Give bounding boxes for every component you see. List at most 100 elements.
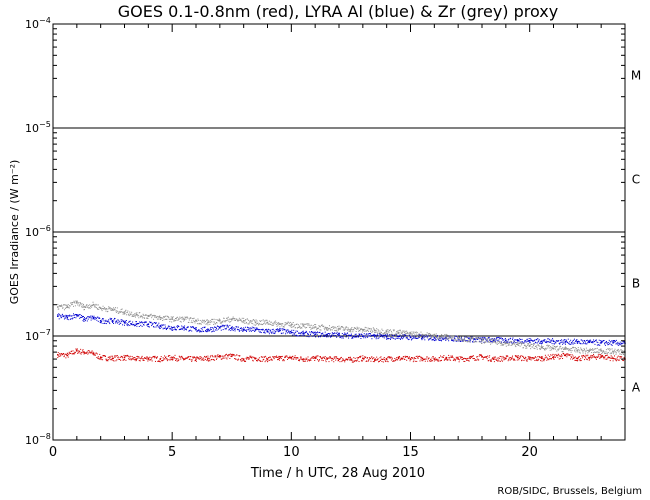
data-dot (196, 356, 198, 358)
data-dot (501, 341, 503, 343)
data-dot (546, 357, 548, 359)
data-dot (62, 307, 64, 309)
data-dot (376, 356, 378, 358)
data-dot (105, 319, 107, 321)
data-dot (102, 322, 104, 324)
data-dot (167, 327, 169, 329)
data-dot (80, 353, 82, 355)
data-dot (411, 338, 413, 340)
data-dot (86, 317, 88, 319)
data-dot (100, 308, 102, 310)
data-dot (265, 319, 267, 321)
data-dot (294, 355, 296, 357)
data-dot (489, 355, 491, 357)
data-dot (208, 358, 210, 360)
data-dot (71, 304, 73, 306)
data-dot (587, 354, 589, 356)
data-dot (605, 358, 607, 360)
data-dot (371, 356, 373, 358)
data-dot (535, 356, 537, 358)
data-dot (318, 325, 320, 327)
data-dot (394, 360, 396, 362)
data-dot (508, 338, 510, 340)
data-dot (144, 357, 146, 359)
data-dot (537, 344, 539, 346)
data-dot (606, 358, 608, 360)
data-dot (297, 330, 299, 332)
data-dot (133, 357, 135, 359)
data-dot (228, 354, 230, 356)
data-dot (82, 320, 84, 322)
data-dot (614, 340, 616, 342)
data-dot (205, 329, 207, 331)
data-dot (600, 354, 602, 356)
data-dot (528, 343, 530, 345)
data-dot (103, 307, 105, 309)
data-dot (307, 356, 309, 358)
data-dot (285, 356, 287, 358)
data-dot (214, 321, 216, 323)
data-dot (119, 358, 121, 360)
data-dot (493, 356, 495, 358)
data-dot (573, 339, 575, 341)
data-dot (222, 329, 224, 331)
data-dot (193, 357, 195, 359)
data-dot (207, 320, 209, 322)
data-dot (206, 330, 208, 332)
data-dot (311, 332, 313, 334)
data-dot (596, 341, 598, 343)
data-dot (456, 336, 458, 338)
data-dot (527, 344, 529, 346)
data-dot (303, 361, 305, 363)
data-dot (462, 341, 464, 343)
data-dot (457, 340, 459, 342)
data-dot (207, 355, 209, 357)
data-dot (430, 360, 432, 362)
data-dot (608, 348, 610, 350)
data-dot (303, 360, 305, 362)
data-dot (415, 357, 417, 359)
data-dot (330, 358, 332, 360)
data-dot (346, 329, 348, 331)
data-dot (82, 305, 84, 307)
data-point (195, 358, 197, 360)
data-dot (529, 344, 531, 346)
data-dot (438, 335, 440, 337)
data-dot (567, 353, 569, 355)
data-dot (472, 337, 474, 339)
data-dot (450, 337, 452, 339)
data-dot (619, 357, 621, 359)
data-dot (410, 335, 412, 337)
data-dot (157, 318, 159, 320)
data-dot (344, 328, 346, 330)
data-dot (339, 328, 341, 330)
data-dot (416, 338, 418, 340)
data-dot (369, 358, 371, 360)
data-dot (549, 356, 551, 358)
data-dot (595, 358, 597, 360)
data-point (135, 323, 138, 325)
data-dot (478, 355, 480, 357)
data-dot (253, 326, 255, 328)
data-dot (168, 317, 170, 319)
data-dot (140, 322, 142, 324)
data-dot (223, 317, 225, 319)
data-dot (243, 327, 245, 329)
data-dot (195, 320, 197, 322)
data-dot (527, 343, 529, 345)
data-dot (115, 320, 117, 322)
data-dot (186, 357, 188, 359)
data-dot (396, 357, 398, 359)
data-dot (324, 329, 326, 331)
data-dot (381, 335, 383, 337)
data-dot (431, 357, 433, 359)
data-dot (440, 340, 442, 342)
data-dot (241, 328, 243, 330)
data-dot (181, 316, 183, 318)
data-dot (156, 318, 158, 320)
data-dot (255, 319, 257, 321)
data-dot (358, 333, 360, 335)
data-dot (502, 339, 504, 341)
data-dot (280, 328, 282, 330)
data-dot (357, 327, 359, 329)
